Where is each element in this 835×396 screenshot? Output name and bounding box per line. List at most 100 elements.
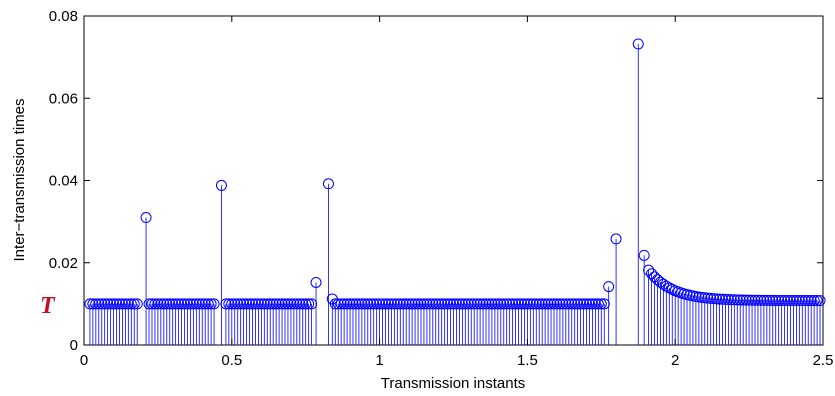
stem-marker — [140, 212, 152, 224]
stem-marker — [338, 298, 350, 310]
stem-marker — [793, 295, 805, 307]
stem-marker — [146, 298, 158, 310]
stem-marker — [356, 298, 368, 310]
stem-marker — [184, 298, 196, 310]
stem-marker — [589, 298, 601, 310]
stem-marker — [322, 178, 334, 190]
stem-marker — [294, 298, 306, 310]
stem-marker — [196, 298, 208, 310]
stem-marker — [409, 298, 421, 310]
stem-marker — [241, 298, 253, 310]
stem-marker — [572, 298, 584, 310]
stem-marker — [592, 298, 604, 310]
stem-marker — [193, 298, 205, 310]
stem-marker — [586, 298, 598, 310]
stem-marker — [480, 298, 492, 310]
stem-marker — [743, 294, 755, 306]
stem-marker — [161, 298, 173, 310]
stem-marker — [415, 298, 427, 310]
stem-marker — [610, 233, 622, 245]
stem-marker — [459, 298, 471, 310]
stem-marker — [113, 298, 125, 310]
stem-marker — [557, 298, 569, 310]
stem-marker — [258, 298, 270, 310]
stem-marker — [238, 298, 250, 310]
stem-marker — [235, 298, 247, 310]
stem-marker — [310, 276, 322, 288]
stem-marker — [513, 298, 525, 310]
stem-marker — [787, 295, 799, 307]
stem-marker — [790, 295, 802, 307]
stem-marker — [430, 298, 442, 310]
stem-marker — [267, 298, 279, 310]
stem-marker — [306, 298, 318, 310]
stem-marker — [279, 298, 291, 310]
stem-marker — [246, 298, 258, 310]
stem-marker — [708, 293, 720, 305]
stem-marker — [445, 298, 457, 310]
stem-marker — [705, 292, 717, 304]
stem-marker — [347, 298, 359, 310]
stem-marker — [450, 298, 462, 310]
stem-marker — [164, 298, 176, 310]
stem-marker — [808, 295, 820, 307]
stem-marker — [232, 298, 244, 310]
stem-marker — [252, 298, 264, 310]
stem-marker — [714, 293, 726, 305]
x-tick-label: 2.5 — [813, 352, 834, 369]
stem-marker — [362, 298, 374, 310]
x-tick-label: 1 — [375, 352, 383, 369]
stem-marker — [504, 298, 516, 310]
stem-marker — [569, 298, 581, 310]
stem-marker — [155, 298, 167, 310]
stem-marker — [515, 298, 527, 310]
stem-marker — [249, 298, 261, 310]
stem-marker — [388, 298, 400, 310]
stem-marker — [456, 298, 468, 310]
stem-marker — [391, 298, 403, 310]
y-tick-label: 0 — [70, 337, 78, 354]
stem-marker — [802, 295, 814, 307]
x-tick-label: 0 — [80, 352, 88, 369]
stem-marker — [108, 298, 120, 310]
stem-marker — [229, 298, 241, 310]
stem-marker — [654, 276, 666, 288]
stem-marker — [385, 298, 397, 310]
stem-marker — [498, 298, 510, 310]
stem-marker — [581, 298, 593, 310]
stem-marker — [551, 298, 563, 310]
stem-marker — [226, 298, 238, 310]
stem-marker — [483, 298, 495, 310]
plot-area — [83, 15, 824, 346]
stem-marker — [424, 298, 436, 310]
stem-marker — [740, 294, 752, 306]
stem-marker — [380, 298, 392, 310]
stem-marker — [439, 298, 451, 310]
stem-marker — [716, 293, 728, 305]
y-tick-label: 0.08 — [49, 8, 78, 25]
stem-marker — [179, 298, 191, 310]
stem-marker — [773, 294, 785, 306]
stem-marker — [453, 298, 465, 310]
stem-marker — [776, 294, 788, 306]
stem-marker — [187, 298, 199, 310]
stem-marker — [731, 294, 743, 306]
stem-marker — [752, 294, 764, 306]
stem-marker — [400, 298, 412, 310]
stem-marker — [412, 298, 424, 310]
stem-marker — [173, 298, 185, 310]
stem-marker — [353, 298, 365, 310]
stem-marker — [598, 298, 610, 310]
stem-marker — [764, 294, 776, 306]
stem-marker — [486, 298, 498, 310]
stem-marker — [377, 298, 389, 310]
stem-marker — [371, 298, 383, 310]
stem-marker — [99, 298, 111, 310]
stem-marker — [646, 268, 658, 280]
stem-marker — [93, 298, 105, 310]
stem-marker — [105, 298, 117, 310]
stem-marker — [699, 292, 711, 304]
stem-marker — [542, 298, 554, 310]
stem-marker — [335, 298, 347, 310]
